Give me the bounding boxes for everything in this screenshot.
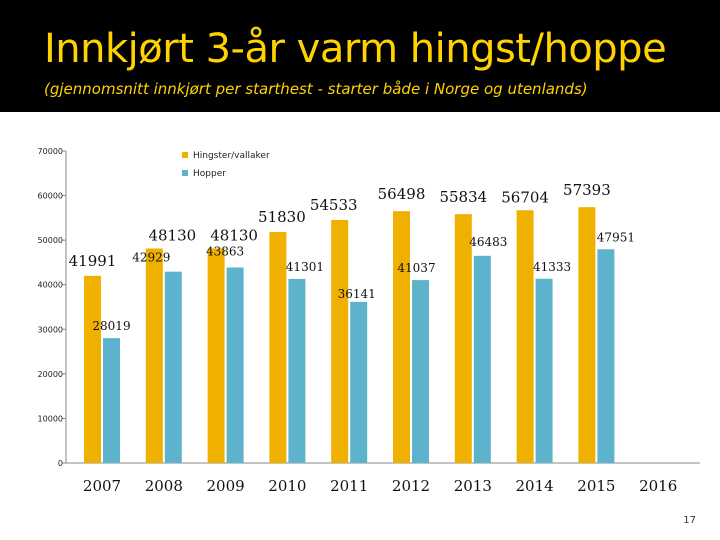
y-tick-label: 0 (58, 459, 63, 468)
data-label: 48130 (148, 226, 196, 244)
bar-hopper (473, 255, 491, 463)
data-label: 55834 (439, 188, 487, 206)
data-label: 41333 (533, 260, 571, 274)
bar-hingster (145, 248, 163, 463)
data-label: 56704 (501, 188, 549, 206)
data-label: 54533 (310, 196, 358, 214)
bar-hingster (516, 210, 534, 463)
bar-hingster (454, 214, 472, 463)
bar-chart: 0 10000 20000 30000 40000 50000 60000 70000 2007… (38, 147, 700, 495)
data-label: 48130 (210, 226, 258, 244)
bar-hopper (535, 278, 553, 463)
bar-hingster (331, 219, 349, 463)
x-tick-label: 2014 (516, 477, 554, 495)
data-label: 47951 (597, 230, 635, 244)
data-label: 43863 (206, 244, 244, 258)
bar-hingster (84, 275, 101, 463)
legend-label: Hingster/vallaker (193, 151, 270, 161)
data-label: 41301 (286, 260, 324, 274)
x-tick-label: 2009 (207, 477, 245, 495)
y-tick-label: 30000 (38, 325, 63, 334)
y-tick-label: 10000 (38, 414, 63, 423)
x-tick-label: 2012 (392, 477, 430, 495)
y-tick-label: 50000 (38, 236, 63, 245)
data-label: 36141 (338, 287, 376, 301)
legend-swatch (182, 170, 188, 176)
bar-hopper (103, 338, 120, 463)
title-banner: Innkjørt 3-år varm hingst/hoppe (gjennom… (0, 0, 720, 112)
data-label: 51830 (258, 208, 306, 226)
x-tick-label: 2010 (268, 477, 306, 495)
y-tick-label: 70000 (38, 147, 63, 156)
slide-subtitle: (gjennomsnitt innkjørt per starthest - s… (44, 80, 588, 98)
bar-hingster (269, 231, 287, 463)
page-number: 17 (683, 515, 696, 526)
bar-hopper (350, 301, 368, 463)
data-label: 28019 (92, 319, 130, 333)
y-tick-label: 20000 (38, 370, 63, 379)
x-tick-label: 2011 (330, 477, 368, 495)
bar-hopper (412, 280, 429, 463)
data-label: 42929 (132, 251, 170, 265)
legend-label: Hopper (193, 169, 226, 179)
data-label: 46483 (469, 235, 507, 249)
bar-hopper (164, 271, 182, 463)
bar-hingster (578, 207, 596, 463)
y-tick-label: 60000 (38, 192, 63, 201)
bar-hingster (207, 248, 225, 463)
bar-hopper (226, 267, 244, 463)
data-label: 41991 (69, 252, 117, 270)
x-tick-label: 2015 (577, 477, 615, 495)
bar-hopper (288, 278, 306, 463)
data-label: 41037 (397, 261, 435, 275)
data-label: 57393 (563, 181, 611, 199)
y-tick-label: 40000 (38, 281, 63, 290)
x-tick-label: 2007 (83, 477, 121, 495)
legend-swatch (182, 152, 188, 158)
bar-hopper (597, 249, 615, 463)
slide-title: Innkjørt 3-år varm hingst/hoppe (44, 26, 667, 72)
x-tick-label: 2013 (454, 477, 492, 495)
bar-hingster (393, 211, 410, 463)
x-tick-label: 2016 (639, 477, 677, 495)
data-label: 56498 (378, 185, 426, 203)
x-tick-label: 2008 (145, 477, 183, 495)
